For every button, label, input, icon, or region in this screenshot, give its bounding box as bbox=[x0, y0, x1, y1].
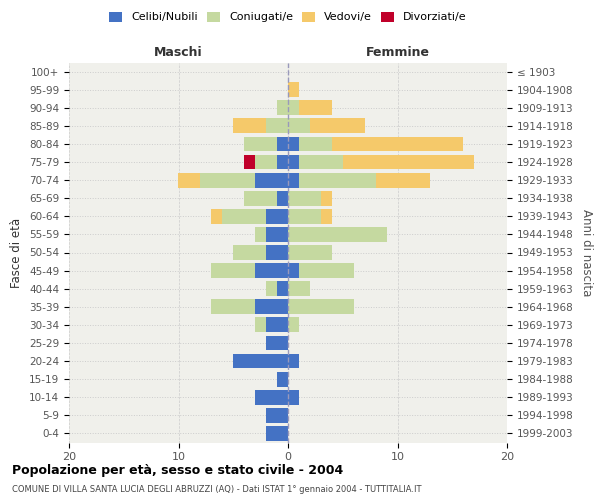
Bar bbox=[179, 172, 200, 188]
Bar bbox=[288, 82, 299, 97]
Bar bbox=[266, 336, 288, 350]
Bar bbox=[255, 227, 266, 242]
Bar bbox=[321, 209, 332, 224]
Bar bbox=[288, 209, 321, 224]
Bar bbox=[299, 154, 343, 170]
Bar bbox=[288, 390, 299, 404]
Bar bbox=[211, 209, 223, 224]
Bar bbox=[288, 154, 299, 170]
Bar bbox=[266, 118, 288, 134]
Bar bbox=[288, 318, 299, 332]
Bar bbox=[266, 408, 288, 423]
Bar bbox=[299, 136, 332, 152]
Bar bbox=[310, 118, 365, 134]
Bar bbox=[288, 118, 310, 134]
Bar bbox=[332, 136, 463, 152]
Text: Femmine: Femmine bbox=[365, 46, 430, 59]
Bar bbox=[288, 282, 310, 296]
Bar bbox=[343, 154, 474, 170]
Bar bbox=[244, 136, 277, 152]
Bar bbox=[299, 100, 332, 115]
Bar bbox=[255, 318, 266, 332]
Bar bbox=[277, 372, 288, 386]
Y-axis label: Anni di nascita: Anni di nascita bbox=[580, 209, 593, 296]
Bar bbox=[277, 154, 288, 170]
Bar bbox=[233, 118, 266, 134]
Bar bbox=[255, 300, 288, 314]
Bar bbox=[288, 245, 332, 260]
Bar bbox=[277, 100, 288, 115]
Bar bbox=[321, 191, 332, 206]
Bar bbox=[288, 172, 299, 188]
Text: COMUNE DI VILLA SANTA LUCIA DEGLI ABRUZZI (AQ) - Dati ISTAT 1° gennaio 2004 - TU: COMUNE DI VILLA SANTA LUCIA DEGLI ABRUZZ… bbox=[12, 485, 421, 494]
Bar bbox=[299, 263, 354, 278]
Text: Popolazione per età, sesso e stato civile - 2004: Popolazione per età, sesso e stato civil… bbox=[12, 464, 343, 477]
Bar bbox=[376, 172, 430, 188]
Text: Maschi: Maschi bbox=[154, 46, 203, 59]
Bar bbox=[233, 245, 266, 260]
Bar bbox=[266, 245, 288, 260]
Bar bbox=[266, 227, 288, 242]
Bar bbox=[211, 263, 255, 278]
Bar bbox=[288, 227, 386, 242]
Bar bbox=[288, 263, 299, 278]
Bar bbox=[277, 282, 288, 296]
Bar bbox=[255, 172, 288, 188]
Bar bbox=[288, 100, 299, 115]
Bar bbox=[277, 136, 288, 152]
Bar bbox=[288, 136, 299, 152]
Bar bbox=[266, 282, 277, 296]
Bar bbox=[288, 354, 299, 368]
Bar bbox=[244, 154, 255, 170]
Bar bbox=[266, 209, 288, 224]
Y-axis label: Fasce di età: Fasce di età bbox=[10, 218, 23, 288]
Legend: Celibi/Nubili, Coniugati/e, Vedovi/e, Divorziati/e: Celibi/Nubili, Coniugati/e, Vedovi/e, Di… bbox=[105, 8, 471, 27]
Bar bbox=[200, 172, 255, 188]
Bar bbox=[266, 318, 288, 332]
Bar bbox=[288, 191, 321, 206]
Bar bbox=[299, 172, 376, 188]
Bar bbox=[244, 191, 277, 206]
Bar bbox=[223, 209, 266, 224]
Bar bbox=[233, 354, 288, 368]
Bar bbox=[255, 390, 288, 404]
Bar bbox=[211, 300, 255, 314]
Bar bbox=[277, 191, 288, 206]
Bar bbox=[255, 154, 277, 170]
Bar bbox=[255, 263, 288, 278]
Bar bbox=[266, 426, 288, 441]
Bar bbox=[288, 300, 354, 314]
